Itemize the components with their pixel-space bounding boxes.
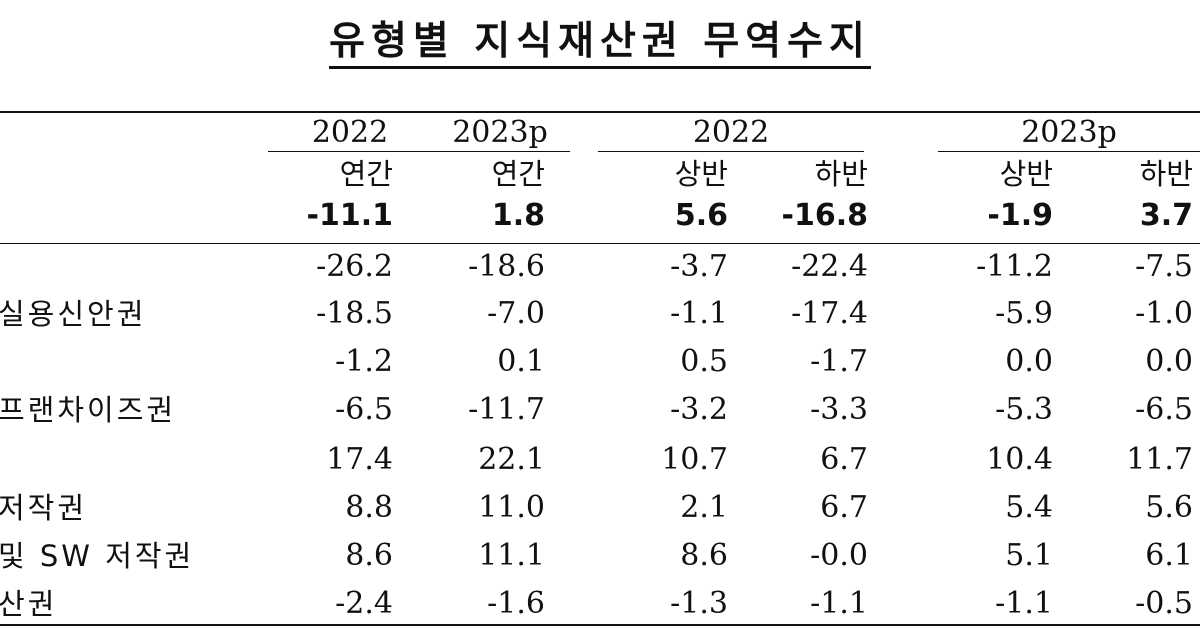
cell-h2-2023p: -6.5 [1135, 392, 1193, 427]
cell-h1-2023p: -1.1 [995, 586, 1053, 621]
cell-h1-2023p: 5.4 [1005, 490, 1053, 525]
cell-h2-2023p: 0.0 [1145, 344, 1193, 379]
cell-annual-2023p: 0.1 [497, 344, 545, 379]
cell-annual-2023p: 11.0 [478, 490, 545, 525]
top-rule [0, 111, 1200, 113]
row-label: 프랜차이즈권 [0, 393, 177, 427]
cell-h2-2023p: 6.1 [1145, 538, 1193, 573]
row-label: 및 SW 저작권 [0, 539, 195, 573]
cell-h1-2022: -1.3 [670, 586, 728, 621]
cell-annual-2023p: -11.7 [468, 392, 545, 427]
header-rule-2022 [598, 151, 864, 152]
cell-h2-2022: -3.3 [810, 392, 868, 427]
mid-rule [0, 243, 1200, 244]
cell-h1-2022: -3.7 [670, 249, 728, 284]
subheader-h2-2022: 하반 [814, 157, 868, 191]
total-h1-2022: 5.6 [674, 198, 728, 233]
total-h2-2023p: 3.7 [1139, 198, 1193, 233]
row-label: 실용신안권 [0, 297, 147, 331]
subheader-annual-2022: 연간 [339, 157, 393, 191]
subheader-h2-2023p: 하반 [1139, 157, 1193, 191]
cell-annual-2022: -26.2 [316, 249, 393, 284]
cell-h2-2022: -1.7 [810, 344, 868, 379]
table-row: 저작권 8.8 11.0 2.1 6.7 5.4 5.6 [0, 490, 1200, 525]
cell-annual-2023p: 22.1 [478, 442, 545, 477]
header-year-2023p-annual: 2023p [452, 115, 548, 150]
title-text: 유형별 지식재산권 무역수지 [329, 19, 871, 69]
cell-h2-2022: -17.4 [791, 296, 868, 331]
cell-h1-2022: 0.5 [680, 344, 728, 379]
cell-annual-2023p: -1.6 [487, 586, 545, 621]
total-annual-2022: -11.1 [306, 198, 393, 233]
table-row: 17.4 22.1 10.7 6.7 10.4 11.7 [0, 444, 1200, 476]
cell-annual-2023p: -7.0 [487, 296, 545, 331]
cell-h1-2023p: 10.4 [986, 442, 1053, 477]
table-row: 및 SW 저작권 8.6 11.1 8.6 -0.0 5.1 6.1 [0, 538, 1200, 573]
header-rule-2023p [938, 151, 1200, 152]
table-row-total: -11.1 1.8 5.6 -16.8 -1.9 3.7 [0, 200, 1200, 232]
cell-h1-2023p: -5.9 [995, 296, 1053, 331]
subheader-annual-2023p: 연간 [491, 157, 545, 191]
cell-h1-2023p: 0.0 [1005, 344, 1053, 379]
row-label: 저작권 [0, 491, 88, 525]
header-year-2022-half: 2022 [692, 115, 770, 150]
subheader-h1-2023p: 상반 [999, 157, 1053, 191]
cell-annual-2022: -2.4 [335, 586, 393, 621]
cell-annual-2022: -1.2 [335, 344, 393, 379]
table-title: 유형별 지식재산권 무역수지 [0, 10, 1200, 69]
cell-h2-2022: -0.0 [810, 538, 868, 573]
cell-h2-2023p: -7.5 [1135, 249, 1193, 284]
header-year-2023p-half: 2023p [1021, 115, 1117, 150]
cell-h2-2022: -22.4 [791, 249, 868, 284]
cell-h1-2023p: -11.2 [976, 249, 1053, 284]
cell-h2-2023p: 5.6 [1145, 490, 1193, 525]
cell-h2-2022: 6.7 [820, 442, 868, 477]
total-annual-2023p: 1.8 [491, 198, 545, 233]
cell-h1-2022: -1.1 [670, 296, 728, 331]
cell-h1-2023p: 5.1 [1005, 538, 1053, 573]
table-row: 실용신안권 -18.5 -7.0 -1.1 -17.4 -5.9 -1.0 [0, 296, 1200, 331]
bottom-rule [0, 624, 1200, 626]
table-row: -26.2 -18.6 -3.7 -22.4 -11.2 -7.5 [0, 251, 1200, 283]
cell-h1-2022: 8.6 [680, 538, 728, 573]
cell-annual-2022: -6.5 [335, 392, 393, 427]
total-h2-2022: -16.8 [781, 198, 868, 233]
cell-h1-2023p: -5.3 [995, 392, 1053, 427]
cell-h1-2022: 10.7 [661, 442, 728, 477]
cell-h2-2023p: -1.0 [1135, 296, 1193, 331]
cell-annual-2022: 17.4 [326, 442, 393, 477]
subheader-h1-2022: 상반 [674, 157, 728, 191]
cell-annual-2022: 8.6 [345, 538, 393, 573]
cell-annual-2022: 8.8 [345, 490, 393, 525]
cell-h1-2022: 2.1 [680, 490, 728, 525]
cell-h2-2023p: 11.7 [1126, 442, 1193, 477]
cell-annual-2023p: 11.1 [478, 538, 545, 573]
cell-h2-2023p: -0.5 [1135, 586, 1193, 621]
table-row: -1.2 0.1 0.5 -1.7 0.0 0.0 [0, 346, 1200, 378]
table-row: 산권 -2.4 -1.6 -1.3 -1.1 -1.1 -0.5 [0, 586, 1200, 621]
cell-annual-2023p: -18.6 [468, 249, 545, 284]
cell-annual-2022: -18.5 [316, 296, 393, 331]
total-h1-2023p: -1.9 [987, 198, 1053, 233]
cell-h2-2022: -1.1 [810, 586, 868, 621]
header-rule-annual [268, 151, 570, 152]
header-year-2022-annual: 2022 [311, 115, 389, 150]
cell-h2-2022: 6.7 [820, 490, 868, 525]
row-label: 산권 [0, 587, 58, 621]
cell-h1-2022: -3.2 [670, 392, 728, 427]
table-row: 프랜차이즈권 -6.5 -11.7 -3.2 -3.3 -5.3 -6.5 [0, 392, 1200, 427]
